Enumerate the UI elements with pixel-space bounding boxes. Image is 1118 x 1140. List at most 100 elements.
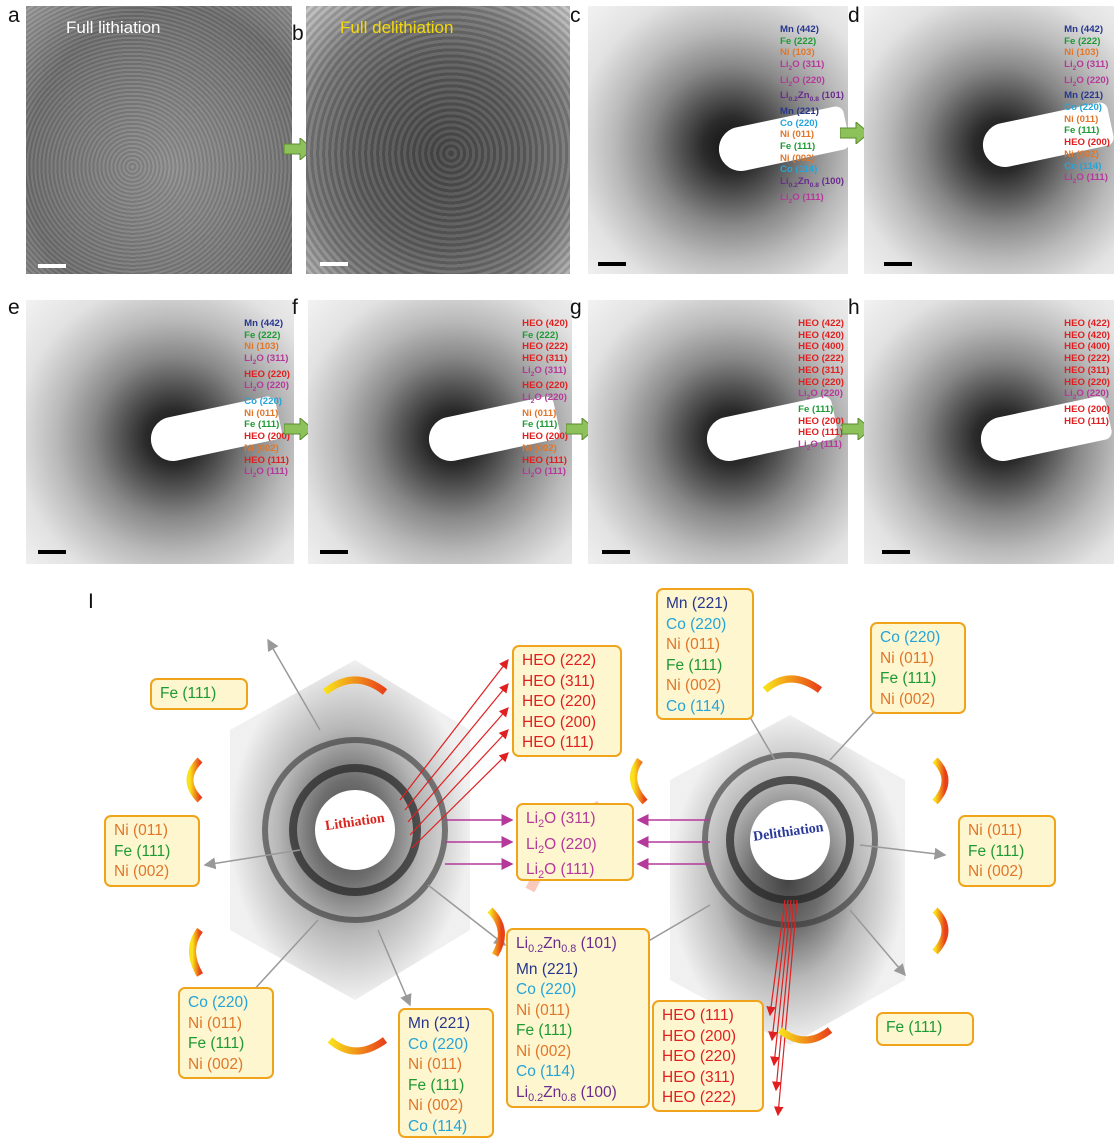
panel-label-h: h — [848, 296, 860, 319]
ring-index-label: Li2O (311) — [779, 59, 825, 73]
phase-index-label: Co (220) — [666, 615, 727, 633]
ring-index-label: HEO (400) — [798, 341, 844, 353]
phase-index-label: Fe (111) — [968, 842, 1025, 860]
phase-index-label: Co (220) — [516, 981, 577, 999]
ring-index-label: HEO (200) — [522, 431, 568, 443]
ring-index-label: HEO (222) — [522, 341, 568, 353]
ring-index-label: Li2O (311) — [522, 364, 567, 378]
phase-index-label: Fe (111) — [160, 685, 217, 702]
phase-index-label: Co (220) — [880, 629, 941, 646]
ring-index-labels: HEO (422) HEO (420) HEO (400) HEO (222) HEO … — [1064, 318, 1110, 427]
phase-index-label: Li0.2Zn0.8 (100) — [516, 1083, 617, 1104]
ring-index-label: Li2O (220) — [522, 392, 567, 406]
ring-index-label: HEO (200) — [1064, 137, 1110, 149]
phase-index-label: HEO (311) — [662, 1068, 735, 1086]
phase-index-label: Ni (011) — [666, 636, 720, 653]
phase-box: Fe (111) — [150, 678, 248, 710]
ring-index-label: Ni (002) — [779, 152, 815, 164]
green-arrow-icon — [840, 122, 870, 144]
ring-index-label: HEO (220) — [1064, 376, 1110, 388]
phase-index-label: Mn (221) — [666, 595, 729, 612]
ring-index-label: Ni (011) — [1064, 113, 1099, 125]
phase-box: Fe (111) — [876, 1012, 974, 1046]
panel-label-e: e — [8, 296, 20, 319]
ring-index-label: Li2O (111) — [522, 466, 566, 480]
ring-index-label: HEO (420) — [798, 329, 844, 341]
saed-pattern-g: HEO (422) HEO (420) HEO (400) HEO (222) HEO … — [588, 300, 848, 564]
ring-index-label: Li2O (111) — [779, 191, 824, 205]
ring-index-label: HEO (422) — [1064, 318, 1110, 329]
ring-index-label: Co (220) — [1064, 102, 1102, 114]
ring-index-label: Fe (222) — [522, 329, 559, 341]
ring-index-label: Ni (103) — [244, 341, 279, 353]
phase-index-label: Co (220) — [188, 994, 249, 1011]
ring-index-label: HEO (111) — [244, 454, 289, 466]
ring-index-label: Co (114) — [779, 164, 818, 176]
caption-full-delithiation: Full delithiation — [340, 18, 454, 37]
ring-index-label: Mn (221) — [779, 105, 819, 117]
saed-pattern-h: HEO (422) HEO (420) HEO (400) HEO (222) HEO … — [864, 300, 1114, 564]
ring-index-label: Li2O (111) — [244, 466, 288, 480]
ring-index-labels: Mn (442) Fe (222) Ni (103) Li2O (311) Li2O (… — [1064, 24, 1110, 188]
ring-index-labels: HEO (422) HEO (420) HEO (400) HEO (222) HEO … — [798, 318, 844, 455]
phase-index-label: Ni (002) — [516, 1042, 572, 1060]
caption-full-lithiation: Full lithiation — [66, 18, 161, 37]
ring-index-labels: Mn (442) Fe (222) Ni (103) Li2O (311) Li2O (… — [780, 24, 844, 207]
phase-box: HEO (111) HEO (200) HEO (220) HEO (311) HEO … — [652, 1000, 764, 1112]
ring-index-label: Ni (011) — [522, 407, 557, 419]
ring-index-label: Li0.2Zn0.8 (101) — [779, 90, 844, 104]
phase-index-label: Li0.2Zn0.8 (101) — [516, 935, 617, 956]
scale-bar — [320, 262, 348, 266]
ring-index-label: HEO (420) — [522, 318, 568, 329]
phase-index-label: HEO (220) — [662, 1048, 737, 1065]
saed-pattern-f: HEO (420) Fe (222) HEO (222) HEO (311) Li2O … — [308, 300, 572, 564]
phase-index-label: Ni (002) — [968, 863, 1024, 880]
saed-pattern-d: Mn (442) Fe (222) Ni (103) Li2O (311) Li2O (… — [864, 6, 1114, 274]
ring-index-label: Fe (111) — [244, 419, 280, 431]
phase-index-label: Co (114) — [666, 697, 726, 715]
ring-index-label: Li2O (220) — [244, 380, 289, 394]
phase-index-label: HEO (200) — [522, 713, 597, 731]
ring-index-label: HEO (200) — [244, 431, 290, 443]
ring-index-label: HEO (220) — [244, 368, 290, 380]
phase-index-label: Fe (111) — [188, 1035, 245, 1052]
ring-index-label: HEO (220) — [798, 376, 844, 388]
panel-label-c: c — [570, 4, 581, 27]
phase-index-label: Ni (011) — [516, 1001, 570, 1019]
phase-index-label: Li2O (111) — [526, 861, 595, 882]
green-arrow-icon — [284, 418, 314, 440]
ring-index-label: Co (220) — [244, 396, 282, 408]
ring-index-label: Li0.2Zn0.8 (100) — [779, 176, 844, 190]
tem-image-delithiation: Full delithiation — [306, 6, 570, 274]
phase-index-label: Ni (002) — [114, 863, 170, 880]
phase-index-label: Co (114) — [408, 1117, 468, 1135]
ring-index-label: Fe (111) — [779, 141, 816, 153]
phase-box: Mn (221) Co (220) Ni (011) Fe (111) Ni (002)… — [656, 588, 754, 720]
ring-index-label: HEO (311) — [798, 364, 844, 376]
ring-index-label: Ni (011) — [779, 129, 815, 141]
phase-index-label: Fe (111) — [880, 670, 937, 687]
phase-index-label: HEO (200) — [662, 1027, 737, 1045]
ring-index-label: Li2O (220) — [779, 74, 825, 88]
ring-index-label: Fe (222) — [779, 35, 817, 47]
ring-index-label: Ni (002) — [244, 442, 279, 454]
ring-index-label: HEO (111) — [798, 427, 843, 439]
ring-index-label: Mn (442) — [244, 318, 284, 329]
phase-box: Mn (221) Co (220) Ni (011) Fe (111) Ni (002)… — [398, 1008, 494, 1138]
ring-index-label: Li2O (220) — [1064, 388, 1109, 402]
ring-index-label: HEO (111) — [522, 454, 567, 466]
ring-index-label: HEO (200) — [1064, 403, 1110, 415]
phase-index-label: Mn (221) — [516, 960, 579, 978]
saed-pattern-c: Mn (442) Fe (222) Ni (103) Li2O (311) Li2O (… — [588, 6, 848, 274]
phase-index-label: Ni (002) — [880, 690, 936, 708]
ring-index-label: Co (220) — [779, 117, 818, 129]
ring-index-label: Co (114) — [1064, 160, 1102, 172]
phase-index-label: HEO (111) — [662, 1007, 734, 1024]
phase-index-label: Fe (111) — [666, 656, 723, 674]
phase-box: Co (220) Ni (011) Fe (111) Ni (002) — [178, 987, 274, 1079]
phase-box: Li2O (311) Li2O (220) Li2O (111) — [516, 803, 634, 881]
ring-index-label: HEO (400) — [1064, 341, 1110, 353]
ring-index-label: HEO (200) — [798, 415, 844, 427]
ring-index-label: Li2O (220) — [1064, 74, 1109, 88]
phase-index-label: HEO (111) — [522, 734, 594, 751]
